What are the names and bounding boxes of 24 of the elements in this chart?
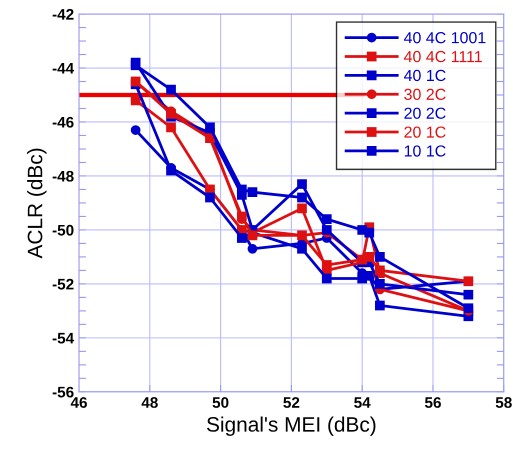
- x-tick-label: 56: [424, 397, 441, 408]
- y-tick-label: -48: [52, 170, 74, 182]
- legend-label: 40 1C: [404, 70, 446, 82]
- legend-label: 30 2C: [404, 88, 446, 100]
- y-tick-label: -54: [52, 332, 74, 344]
- y-tick-label: -50: [52, 224, 74, 236]
- x-axis-title: Signal's MEI (dBc): [206, 416, 376, 436]
- x-tick-label: 48: [142, 397, 158, 408]
- legend-label: 40 4C 1111: [404, 50, 482, 62]
- x-tick-label: 58: [496, 397, 512, 408]
- y-tick-label: -44: [52, 63, 74, 74]
- x-tick-label: 46: [70, 397, 87, 408]
- x-tick-label: 50: [212, 397, 228, 408]
- y-tick-label: -56: [52, 386, 74, 398]
- x-tick-label: 54: [354, 397, 371, 408]
- legend-label: 10 1C: [404, 145, 446, 157]
- y-tick-label: -42: [52, 8, 74, 20]
- y-axis-title: ACLR (dBc): [27, 148, 46, 258]
- legend-label: 20 2C: [404, 108, 446, 119]
- y-tick-label: -52: [52, 278, 74, 290]
- legend-label: 20 1C: [404, 126, 446, 138]
- legend-label: 40 4C 1001: [404, 32, 486, 44]
- y-tick-label: -46: [52, 116, 74, 128]
- x-tick-label: 52: [283, 397, 300, 408]
